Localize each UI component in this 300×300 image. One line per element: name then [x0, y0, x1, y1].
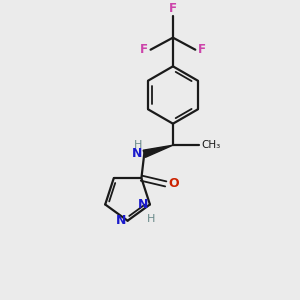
Text: F: F [169, 2, 177, 15]
Text: H: H [147, 214, 156, 224]
Polygon shape [143, 145, 173, 158]
Text: F: F [140, 43, 148, 56]
Text: F: F [198, 43, 206, 56]
Text: N: N [138, 198, 148, 211]
Text: O: O [169, 177, 179, 190]
Text: H: H [134, 140, 142, 150]
Text: N: N [116, 214, 126, 227]
Text: N: N [132, 147, 142, 160]
Text: CH₃: CH₃ [201, 140, 220, 150]
